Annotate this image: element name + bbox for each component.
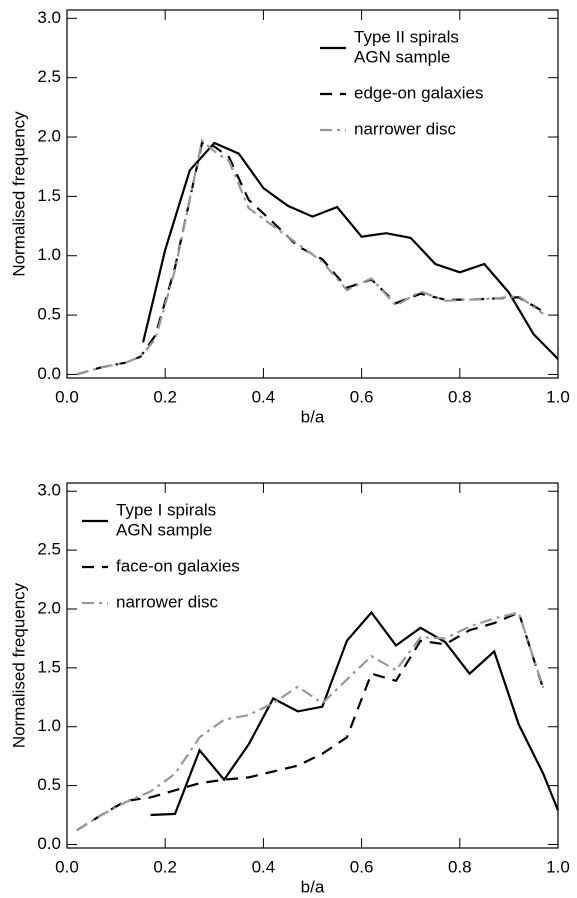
x-tick-label: 1.0 (546, 857, 570, 876)
y-tick-label: 2.0 (37, 598, 61, 617)
x-tick-label: 0.8 (448, 387, 472, 406)
x-tick-label: 0.8 (448, 857, 472, 876)
legend-label: Type I spirals (116, 500, 216, 519)
legend-label: Type II spirals (354, 27, 459, 46)
y-tick-label: 1.5 (37, 186, 61, 205)
plot-frame (66, 9, 559, 379)
x-tick-label: 0.2 (153, 857, 177, 876)
legend-label: narrower disc (116, 592, 219, 611)
legend-label: edge-on galaxies (354, 83, 483, 102)
y-tick-label: 2.0 (37, 127, 61, 146)
legend-label: AGN sample (354, 47, 450, 66)
y-tick-label: 2.5 (37, 540, 61, 559)
y-tick-label: 1.0 (37, 716, 61, 735)
y-tick-label: 1.0 (37, 245, 61, 264)
legend-label: AGN sample (116, 520, 212, 539)
data-line (142, 141, 559, 360)
y-tick-label: 0.0 (37, 834, 61, 853)
plot-frame (66, 482, 559, 849)
y-tick-label: 0.5 (37, 305, 61, 324)
y-tick-label: 0.0 (37, 364, 61, 383)
legend-label: narrower disc (354, 119, 457, 138)
data-line (150, 610, 560, 817)
x-tick-label: 1.0 (546, 387, 570, 406)
data-line (76, 138, 544, 376)
y-tick-label: 3.0 (37, 481, 61, 500)
y-tick-label: 1.5 (37, 657, 61, 676)
y-tick-label: 0.5 (37, 775, 61, 794)
data-line (76, 611, 545, 832)
data-line (76, 611, 545, 832)
y-axis-label: Normalised frequency (9, 582, 28, 748)
x-tick-label: 0.4 (252, 857, 276, 876)
x-tick-label: 0.4 (252, 387, 276, 406)
y-tick-label: 2.5 (37, 67, 61, 86)
x-tick-label: 0.2 (153, 387, 177, 406)
y-tick-label: 3.0 (37, 8, 61, 27)
x-axis-label: b/a (301, 877, 325, 896)
y-axis-label: Normalised frequency (9, 111, 28, 277)
x-tick-label: 0.6 (350, 387, 374, 406)
legend-label: face-on galaxies (116, 556, 240, 575)
x-tick-label: 0.0 (55, 857, 79, 876)
x-tick-label: 0.6 (350, 857, 374, 876)
x-axis-label: b/a (301, 407, 325, 426)
x-tick-label: 0.0 (55, 387, 79, 406)
data-line (76, 141, 544, 376)
